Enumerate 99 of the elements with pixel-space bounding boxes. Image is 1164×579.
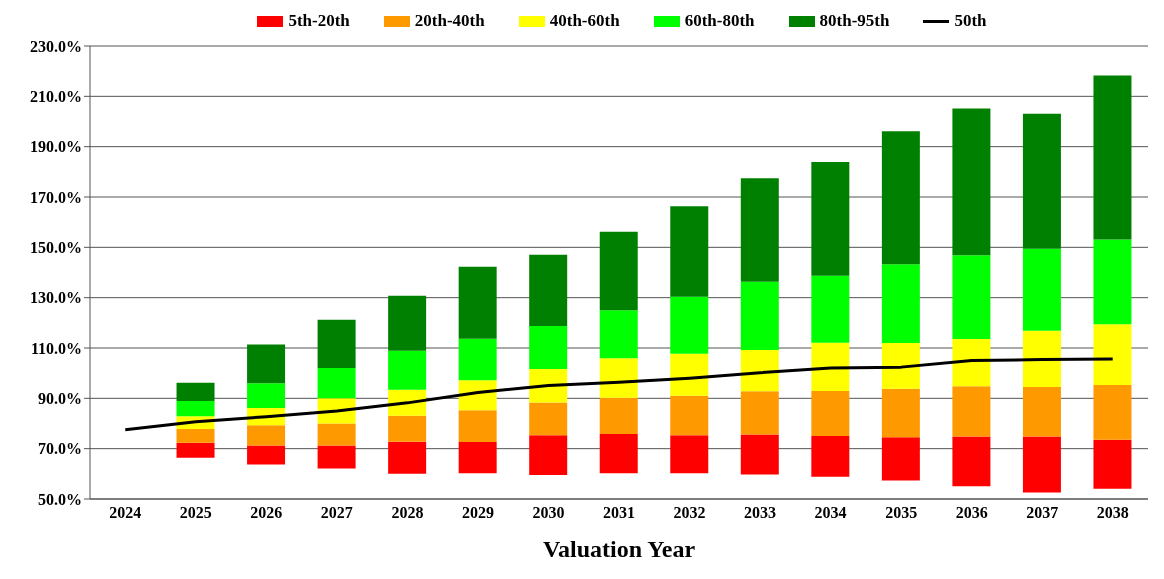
- x-tick-label: 2036: [955, 504, 988, 522]
- bar: [1093, 75, 1132, 240]
- y-tick-label: 190.0%: [30, 138, 82, 156]
- x-tick-label: 2024: [109, 504, 142, 522]
- bar: [740, 281, 779, 351]
- x-tick-label: 2025: [179, 504, 212, 522]
- bar: [529, 435, 568, 476]
- legend-label: 20th-40th: [414, 11, 485, 31]
- bar: [247, 445, 286, 465]
- legend-label: 5th-20th: [288, 11, 350, 31]
- x-tick-label: 2028: [391, 504, 424, 522]
- x-tick-label: 2033: [744, 504, 777, 522]
- x-tick-label: 2029: [461, 504, 494, 522]
- bar: [529, 254, 568, 327]
- y-tick-label: 90.0%: [38, 390, 82, 408]
- bar: [458, 266, 497, 339]
- bar: [529, 326, 568, 369]
- y-tick-label: 50.0%: [38, 490, 82, 508]
- bar: [388, 441, 427, 474]
- bar: [952, 255, 991, 339]
- y-tick-label: 230.0%: [30, 37, 82, 55]
- bar: [811, 391, 850, 437]
- x-tick-label: 2032: [673, 504, 706, 522]
- bar: [881, 131, 920, 265]
- legend-label: 50th: [954, 11, 987, 31]
- bar: [388, 350, 427, 390]
- bar: [1093, 385, 1132, 440]
- legend-label: 40th-60th: [549, 11, 620, 31]
- bar: [176, 429, 215, 443]
- bar: [1022, 387, 1061, 437]
- line-series: [123, 357, 1115, 432]
- bar: [317, 445, 356, 469]
- bar: [247, 425, 286, 446]
- y-tick-label: 130.0%: [30, 289, 82, 307]
- bar: [529, 402, 568, 436]
- bar: [1022, 248, 1061, 331]
- bar: [952, 338, 991, 387]
- bar: [881, 264, 920, 343]
- bar: [529, 368, 568, 403]
- bar: [881, 342, 920, 389]
- bar: [881, 437, 920, 481]
- bar: [458, 338, 497, 381]
- bar: [599, 231, 638, 311]
- bar: [670, 435, 709, 474]
- bar: [811, 162, 850, 276]
- bar: [388, 295, 427, 351]
- y-tick-label: 150.0%: [30, 239, 82, 257]
- bar: [1093, 324, 1132, 385]
- bar: [670, 353, 709, 396]
- x-tick-label: 2031: [603, 504, 635, 522]
- bar: [1022, 436, 1061, 493]
- bar: [952, 436, 991, 487]
- bar: [670, 206, 709, 297]
- bar: [740, 178, 779, 282]
- bar: [1093, 439, 1132, 489]
- bar: [1093, 239, 1132, 325]
- bar: [458, 410, 497, 443]
- bar: [811, 436, 850, 477]
- x-tick-label: 2027: [320, 504, 353, 522]
- bar: [881, 388, 920, 438]
- bar: [599, 434, 638, 474]
- bar: [247, 344, 286, 384]
- bar: [317, 367, 356, 399]
- bar: [740, 434, 779, 475]
- bar: [740, 391, 779, 435]
- bar: [599, 358, 638, 398]
- x-axis-title: Valuation Year: [542, 536, 696, 562]
- bar: [176, 442, 215, 458]
- bar: [952, 108, 991, 256]
- bar: [176, 401, 215, 417]
- x-tick-label: 2026: [250, 504, 283, 522]
- bar: [811, 342, 850, 392]
- bar: [317, 423, 356, 446]
- x-tick-label: 2034: [814, 504, 847, 522]
- bar: [388, 415, 427, 442]
- bar: [952, 386, 991, 437]
- x-tick-label: 2030: [532, 504, 565, 522]
- bar: [1022, 330, 1061, 388]
- x-tick-label: 2037: [1026, 504, 1059, 522]
- bar: [458, 442, 497, 474]
- bar: [811, 275, 850, 343]
- bar: [458, 380, 497, 411]
- bar: [599, 397, 638, 435]
- y-tick-label: 70.0%: [38, 440, 82, 458]
- y-tick-label: 110.0%: [30, 339, 82, 357]
- y-tick-label: 170.0%: [30, 188, 82, 206]
- x-tick-label: 2038: [1096, 504, 1129, 522]
- bar: [317, 319, 356, 368]
- bar: [247, 383, 286, 408]
- legend-label: 60th-80th: [684, 11, 755, 31]
- bar: [670, 296, 709, 354]
- bar: [670, 395, 709, 436]
- y-tick-label: 210.0%: [30, 88, 82, 106]
- bar: [740, 350, 779, 392]
- bar: [176, 382, 215, 402]
- bar: [1022, 113, 1061, 249]
- bar: [599, 310, 638, 359]
- x-tick-label: 2035: [885, 504, 918, 522]
- legend-label: 80th-95th: [819, 11, 890, 31]
